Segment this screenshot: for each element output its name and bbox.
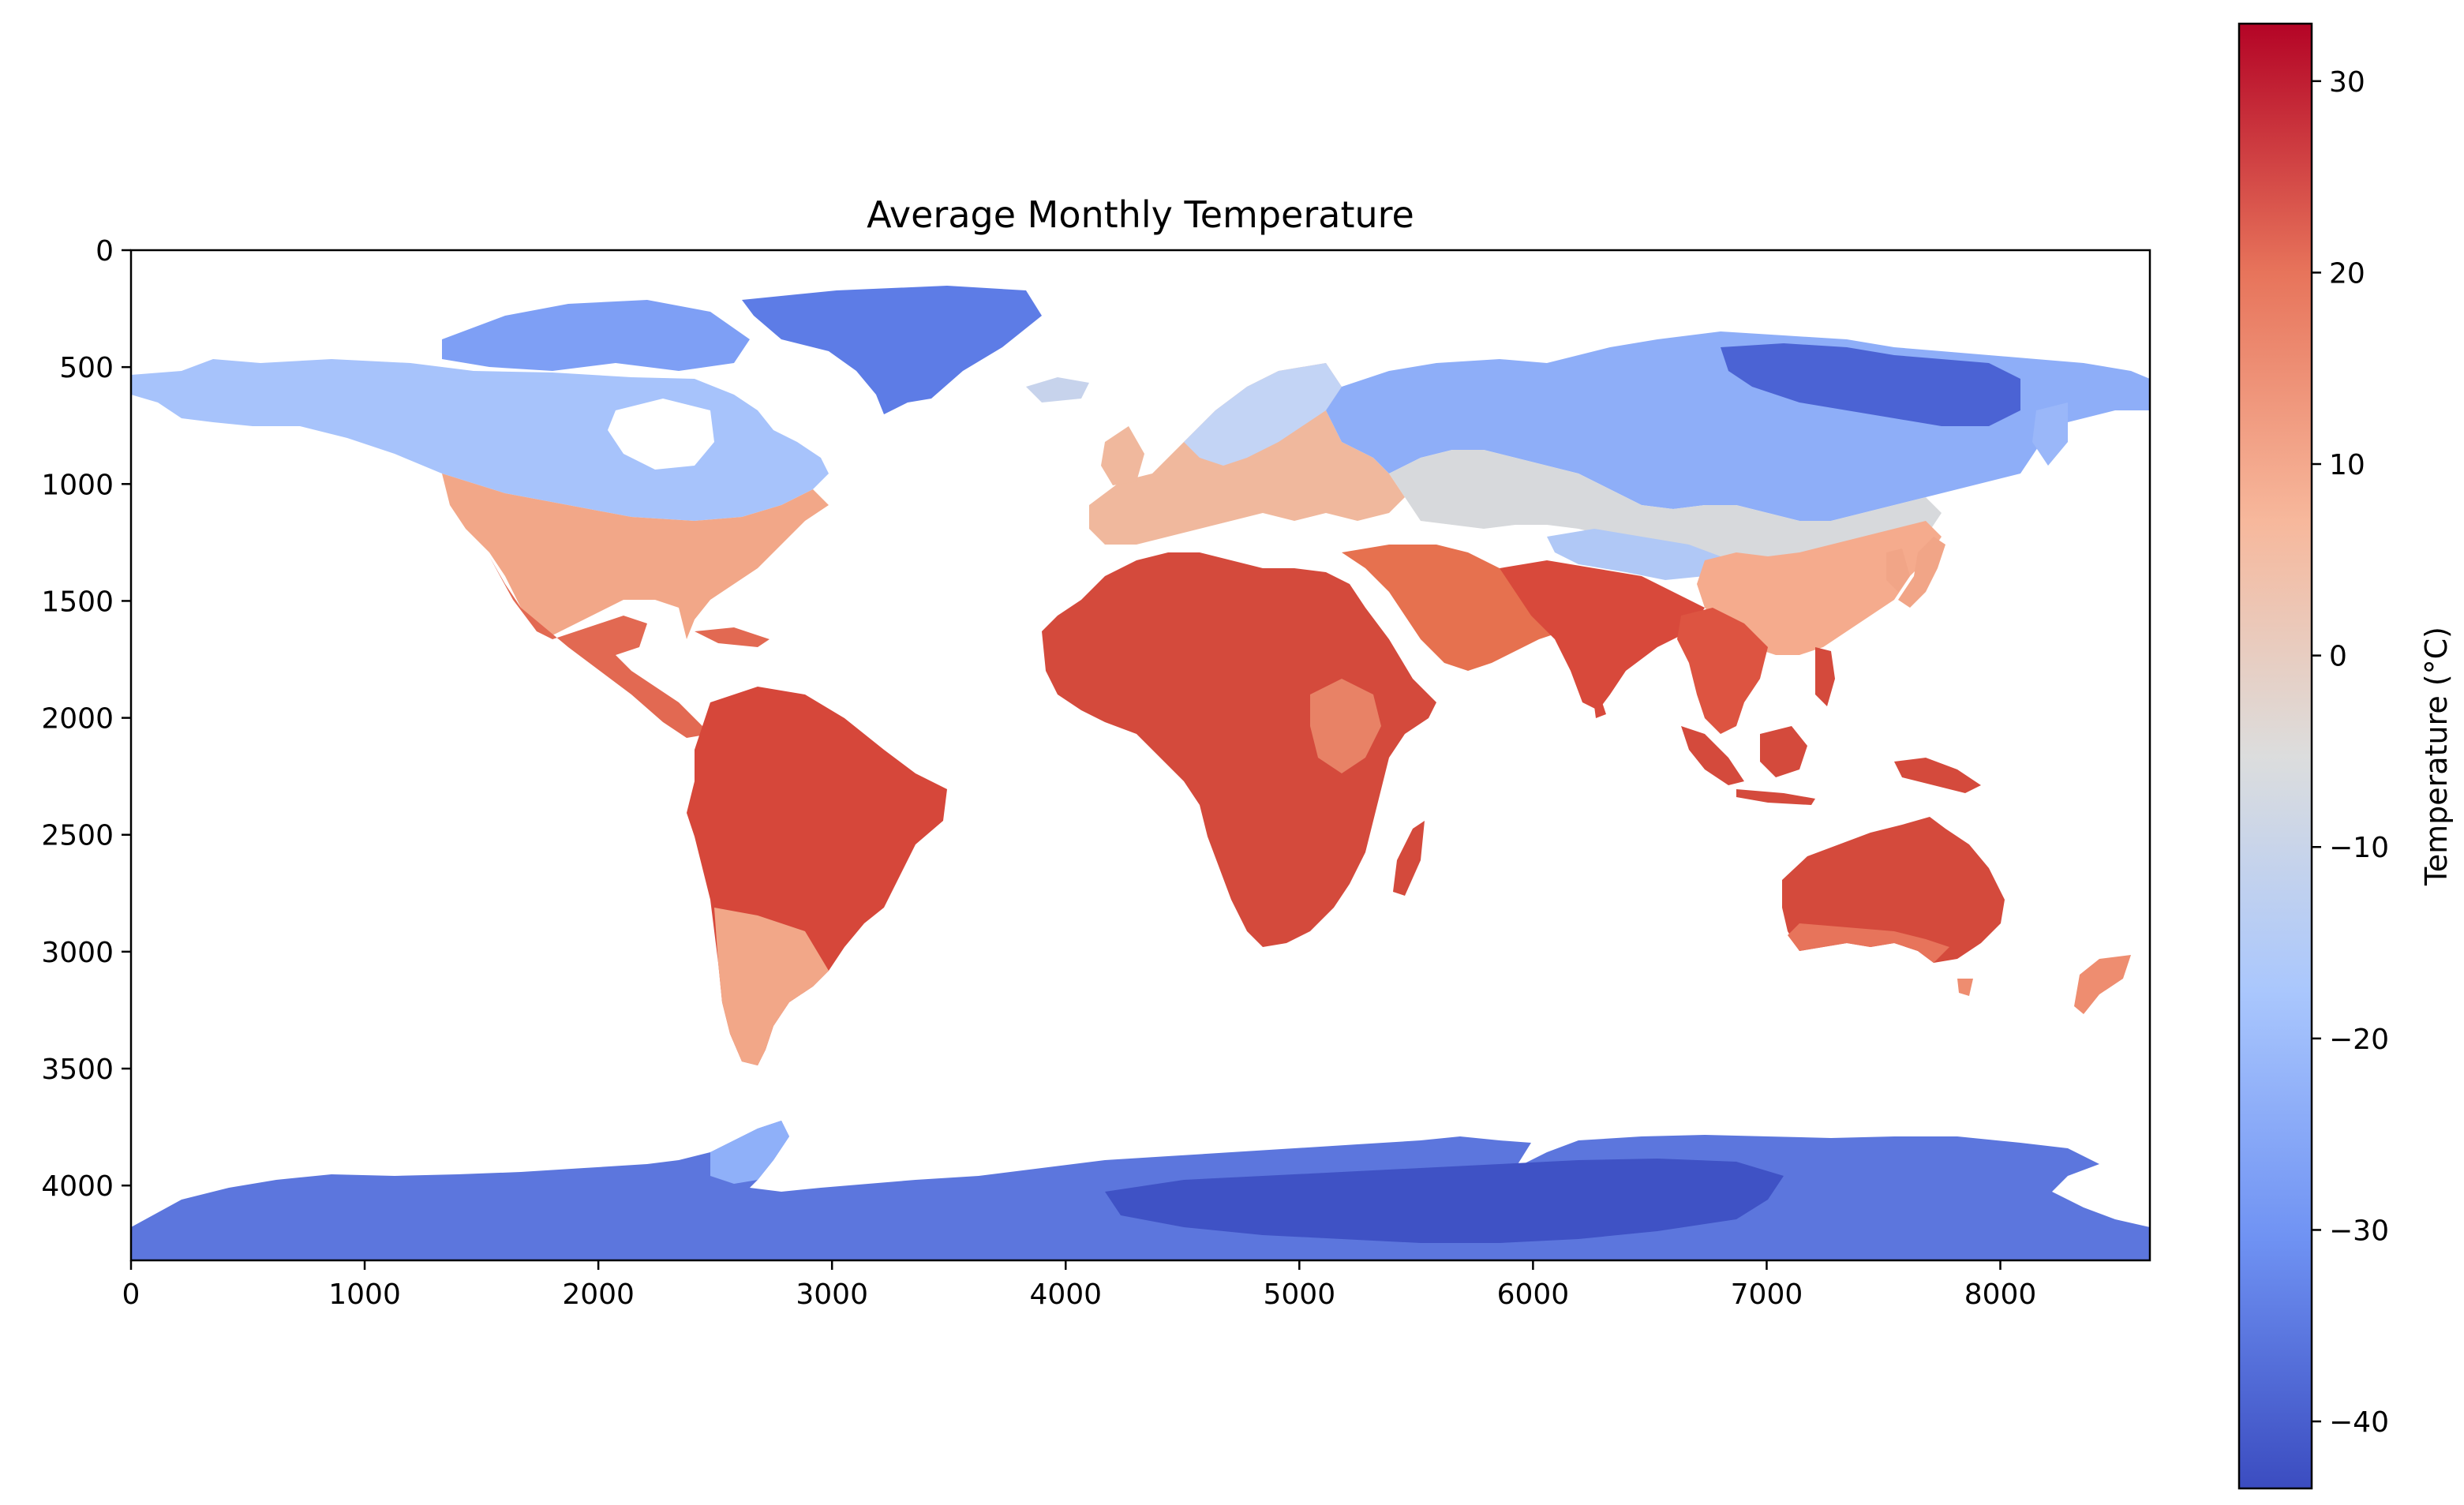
- region-scandinavia: [1184, 363, 1342, 466]
- y-axis-ticks: 0 500 1000 1500 2000 2500 3000 3500 4000: [41, 235, 131, 1203]
- region-kamchatka: [2032, 402, 2068, 466]
- region-tasmania: [1957, 979, 1973, 996]
- colorbar: [2237, 22, 2313, 1490]
- region-antarctic-peninsula: [710, 1121, 789, 1184]
- region-british-isles: [1101, 426, 1144, 485]
- region-southern-cone: [714, 908, 829, 1065]
- x-tick-label: 6000: [1497, 1279, 1570, 1311]
- region-central-america: [489, 556, 710, 738]
- region-philippines: [1815, 647, 1835, 706]
- y-tick-label: 2000: [41, 703, 114, 736]
- colorbar-ticks: 30 20 10 0 −10 −20 −30 −40: [2312, 66, 2389, 1439]
- colorbar-tick-label: 0: [2329, 641, 2347, 673]
- region-new-zealand: [2074, 955, 2131, 1014]
- region-madagascar: [1393, 821, 1425, 896]
- region-arctic-islands: [442, 300, 750, 371]
- x-tick-label: 4000: [1029, 1279, 1102, 1311]
- x-tick-label: 7000: [1731, 1279, 1803, 1311]
- map-layer: [131, 286, 2150, 1260]
- chart-title: Average Monthly Temperature: [867, 193, 1414, 236]
- region-korea: [1886, 548, 1910, 592]
- y-tick-label: 1500: [41, 586, 114, 618]
- colorbar-label: Temperature (°C): [2419, 627, 2454, 886]
- region-australia-south: [1788, 923, 1949, 963]
- x-tick-label: 1000: [328, 1279, 401, 1311]
- region-new-guinea: [1894, 758, 1981, 793]
- region-borneo: [1760, 726, 1807, 777]
- region-java: [1736, 789, 1815, 805]
- colorbar-tick-label: −10: [2329, 832, 2389, 864]
- region-indonesia-west: [1681, 726, 1744, 785]
- x-axis-ticks: 0 1000 2000 3000 4000 5000 6000 7000 8000: [122, 1260, 2037, 1311]
- region-middle-east: [1342, 545, 1578, 671]
- region-hudson-bay: [608, 399, 714, 470]
- colorbar-tick-label: −30: [2329, 1215, 2389, 1247]
- region-south-asia: [1500, 560, 1705, 710]
- region-east-siberia: [1721, 343, 2020, 426]
- region-central-asia: [1389, 450, 1942, 568]
- region-tibet: [1547, 529, 1721, 580]
- region-antarctica-interior: [1105, 1159, 1784, 1243]
- colorbar-tick-label: 30: [2329, 66, 2365, 99]
- colorbar-tick-label: −20: [2329, 1024, 2389, 1056]
- y-tick-label: 3500: [41, 1054, 114, 1086]
- y-tick-label: 500: [59, 352, 114, 384]
- colorbar-tick-label: 20: [2329, 257, 2365, 290]
- colorbar-tick-label: 10: [2329, 449, 2365, 481]
- region-north-america-north: [131, 359, 829, 521]
- plot-area-frame: [129, 249, 2151, 1262]
- y-tick-label: 3000: [41, 937, 114, 969]
- x-tick-label: 3000: [796, 1279, 868, 1311]
- x-tick-label: 0: [122, 1279, 140, 1311]
- y-tick-label: 0: [95, 235, 114, 268]
- region-caribbean: [695, 627, 770, 647]
- y-tick-label: 2500: [41, 820, 114, 852]
- x-tick-label: 2000: [562, 1279, 635, 1311]
- region-greenland: [742, 286, 1042, 414]
- y-tick-label: 1000: [41, 469, 114, 501]
- region-australia: [1782, 817, 2005, 963]
- region-iceland: [1026, 377, 1089, 402]
- x-tick-label: 8000: [1964, 1279, 2037, 1311]
- region-africa: [1042, 552, 1436, 947]
- y-tick-label: 4000: [41, 1170, 114, 1203]
- x-tick-label: 5000: [1264, 1279, 1336, 1311]
- region-east-africa-highlands: [1310, 679, 1381, 773]
- region-japan: [1898, 537, 1945, 608]
- region-east-asia: [1697, 521, 1942, 655]
- region-north-america-south: [442, 474, 829, 639]
- colorbar-tick-label: −40: [2329, 1406, 2389, 1439]
- region-southeast-asia: [1677, 608, 1768, 734]
- region-sri-lanka: [1594, 702, 1606, 718]
